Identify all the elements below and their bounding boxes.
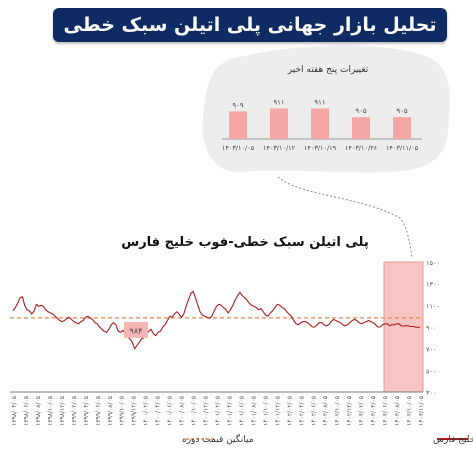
inset-category-label: ۱۴۰۳/۱۰/۱۲ (263, 144, 296, 152)
x-tick-label: ۱۳۹۸/۱۲/۰۵ (59, 396, 66, 426)
inset-bar (311, 108, 329, 139)
x-tick-label: ۱۴۰۳/۱۱/۰۵ (418, 396, 425, 426)
x-tick-label: ۱۴۰۰/۰۲/۰۵ (143, 396, 150, 426)
average-annotation-box (124, 321, 148, 338)
x-tick-label: ۱۴۰۳/۰۸/۰۵ (394, 396, 401, 426)
y-tick-label: ۱۵۰۰ (426, 259, 440, 267)
x-tick-label: ۱۴۰۰/۰۴/۰۵ (155, 396, 162, 426)
x-tick-label: ۱۴۰۳/۰۲/۰۵ (358, 396, 365, 426)
recent-period-highlight (383, 261, 424, 393)
inset-bar-value: ۹۰۹ (232, 101, 244, 109)
inset-bar-value: ۹۰۵ (396, 107, 408, 115)
x-tick-label: ۱۳۹۸/۰۶/۰۵ (23, 396, 30, 426)
inset-bar (229, 111, 247, 139)
x-tick-label: ۱۴۰۳/۱۰/۰۵ (406, 396, 413, 426)
inset-category-label: ۱۴۰۳/۱۱/۰۵ (386, 144, 419, 152)
x-tick-label: ۱۴۰۱/۱۲/۰۵ (274, 396, 281, 426)
main-chart-title: پلی اتیلن سبک خطی-فوب خلیج فارس (121, 235, 369, 250)
x-tick-label: ۱۳۹۸/۰۴/۰۵ (11, 396, 18, 426)
x-tick-label: ۱۳۹۹/۰۸/۰۵ (107, 396, 114, 426)
x-tick-label: ۱۴۰۲/۰۶/۰۵ (310, 396, 317, 426)
inset-connector (277, 176, 413, 259)
y-tick-label: ۱۳۰۰ (426, 281, 440, 289)
main-plot: ۳۰۰ ۵۰۰ ۷۰۰ ۹۰۰ ۱۱۰۰ ۱۳۰۰ ۱۵۰۰ ۹۸۴ ۱۳۹۸/۰۴/۰۵ ۱۳۹… (10, 259, 440, 426)
inset-title: تغییرات پنج هفته اخیر (287, 65, 369, 75)
inset-category-label: ۱۴۰۳/۱۰/۰۵ (222, 144, 255, 152)
inset-category-label: ۱۴۰۳/۱۰/۱۹ (304, 144, 337, 152)
x-tick-label: ۱۴۰۱/۰۴/۰۵ (226, 396, 233, 426)
x-tick-label: ۱۴۰۰/۱۰/۰۵ (191, 396, 198, 426)
x-tick-label: ۱۴۰۳/۰۶/۰۵ (382, 396, 389, 426)
title-banner: تحلیل بازار جهانی پلی اتیلن سبک خطی (53, 8, 447, 42)
x-tick-label: ۱۴۰۱/۰۶/۰۵ (238, 396, 245, 426)
x-tick-label: ۱۴۰۲/۱۲/۰۵ (346, 396, 353, 426)
inset-category-label: ۱۴۰۳/۱۰/۲۶ (345, 144, 377, 152)
y-tick-label: ۱۱۰۰ (426, 302, 440, 310)
inset-bar (352, 117, 370, 139)
inset-bar (270, 108, 288, 139)
inset-bars: ۹۰۹ ۱۴۰۳/۱۰/۰۵ ۹۱۱ ۱۴۰۳/۱۰/۱۲ ۹۱۱ ۱۴۰۳/۱۰/۱۹ ۹… (222, 98, 419, 152)
legend-series-label: پلی اتیلن سبک خطی-فوب خلیج فارس (433, 435, 473, 445)
x-tick-label: ۱۴۰۲/۱۰/۰۵ (334, 396, 341, 426)
average-annotation-label: ۹۸۴ (130, 326, 143, 335)
x-tick-label: ۱۳۹۹/۰۴/۰۵ (83, 396, 90, 426)
x-tick-label: ۱۳۹۹/۱۰/۰۵ (119, 396, 126, 426)
page-title: تحلیل بازار جهانی پلی اتیلن سبک خطی (63, 14, 437, 36)
x-tick-label: ۱۳۹۸/۰۸/۰۵ (35, 396, 42, 426)
y-tick-label: ۵۰۰ (426, 367, 436, 375)
x-tick-label: ۱۴۰۲/۰۲/۰۵ (286, 396, 293, 426)
x-tick-label: ۱۳۹۸/۱۰/۰۵ (47, 396, 54, 426)
y-tick-label: ۷۰۰ (426, 346, 436, 354)
x-tick-label: ۱۳۹۹/۱۲/۰۵ (131, 396, 138, 426)
x-tick-label: ۱۴۰۱/۰۲/۰۵ (215, 396, 222, 426)
inset-bar-value: ۹۱۱ (314, 98, 325, 106)
x-tick-label: ۱۴۰۰/۰۸/۰۵ (179, 396, 186, 426)
x-tick-label: ۱۴۰۲/۰۴/۰۵ (298, 396, 305, 426)
y-tick-label: ۳۰۰ (426, 389, 436, 397)
x-tick-label: ۱۳۹۹/۰۶/۰۵ (95, 396, 102, 426)
x-tick-label: ۱۴۰۱/۰۸/۰۵ (250, 396, 257, 426)
price-series-line (12, 290, 421, 350)
x-tick-label: ۱۴۰۳/۰۴/۰۵ (370, 396, 377, 426)
x-tick-label: ۱۴۰۰/۱۲/۰۵ (203, 396, 210, 426)
y-tick-label: ۹۰۰ (426, 324, 436, 332)
x-tick-label: ۱۴۰۲/۰۸/۰۵ (322, 396, 329, 426)
x-tick-label: ۱۳۹۹/۰۲/۰۵ (71, 396, 78, 426)
inset-bar (393, 117, 411, 139)
x-tick-label: ۱۴۰۰/۰۶/۰۵ (167, 396, 174, 426)
legend-average-label: میانگین قیمت دوره (182, 433, 254, 445)
x-tick-label: ۱۴۰۱/۱۰/۰۵ (262, 396, 269, 426)
inset-bar-value: ۹۰۵ (355, 107, 367, 115)
inset-bar-value: ۹۱۱ (273, 98, 284, 106)
